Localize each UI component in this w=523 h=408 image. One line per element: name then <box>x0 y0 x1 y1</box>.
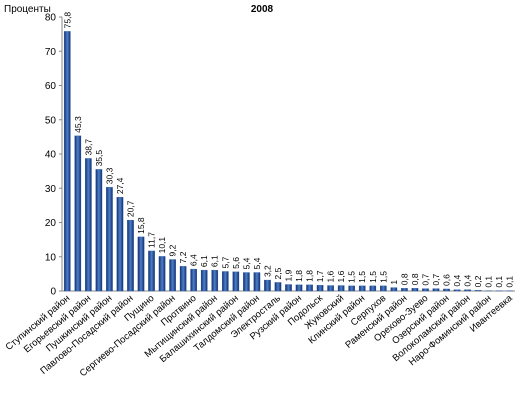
bar <box>211 269 219 292</box>
bar <box>200 269 208 292</box>
value-label: 6,4 <box>189 254 199 266</box>
value-label: 0,1 <box>484 276 494 288</box>
bar <box>327 285 334 292</box>
bar <box>264 279 271 292</box>
bar <box>443 288 450 292</box>
bar <box>369 285 377 292</box>
bar <box>221 271 229 292</box>
bar <box>85 158 92 292</box>
y-tick-label: 60 <box>45 81 57 92</box>
value-label: 1,9 <box>284 269 294 281</box>
value-label: 15,8 <box>136 217 146 234</box>
bar <box>190 268 197 292</box>
bar <box>127 219 134 292</box>
value-label: 27,4 <box>115 177 125 194</box>
value-label: 35,5 <box>94 150 104 167</box>
value-label: 0,1 <box>494 276 504 288</box>
value-label: 1,5 <box>347 271 357 283</box>
y-tick-label: 50 <box>45 115 57 126</box>
bar <box>306 284 313 292</box>
value-label: 5,4 <box>241 257 251 269</box>
bar <box>380 285 387 292</box>
y-tick-label: 80 <box>45 13 57 24</box>
value-label: 6,1 <box>199 255 209 267</box>
value-label: 38,7 <box>83 139 93 156</box>
value-label: 20,7 <box>125 200 135 217</box>
value-label: 1,6 <box>326 270 336 282</box>
bar <box>169 259 176 292</box>
bar <box>348 285 356 292</box>
bar <box>243 272 250 292</box>
bar <box>63 31 71 292</box>
bar <box>422 288 429 292</box>
bar <box>474 290 482 292</box>
value-label: 0,4 <box>452 275 462 287</box>
bar <box>179 266 187 292</box>
value-label: 1,7 <box>315 270 325 282</box>
bar <box>401 288 408 292</box>
value-label: 0,8 <box>410 273 420 285</box>
bar <box>274 282 282 292</box>
value-label: 1,8 <box>305 270 315 282</box>
bar <box>464 289 471 292</box>
value-label: 0,6 <box>442 274 452 286</box>
value-label: 1 <box>389 280 399 285</box>
value-label: 7,2 <box>178 251 188 263</box>
bar <box>106 187 113 292</box>
value-label: 5,4 <box>252 257 262 269</box>
value-label: 1,6 <box>336 270 346 282</box>
value-label: 5,6 <box>231 257 241 269</box>
y-tick-label: 30 <box>45 184 57 195</box>
value-label: 6,1 <box>210 255 220 267</box>
value-label: 1,5 <box>357 271 367 283</box>
bar <box>285 284 292 292</box>
value-label: 10,1 <box>157 237 167 254</box>
y-tick-label: 10 <box>45 252 57 263</box>
bar <box>432 288 440 292</box>
value-label: 11,7 <box>147 232 157 248</box>
value-label: 0,2 <box>473 275 483 287</box>
value-label: 0,1 <box>505 276 515 288</box>
y-axis-label: Проценты <box>4 4 51 15</box>
value-label: 0,4 <box>463 275 473 287</box>
value-label: 0,7 <box>431 274 441 286</box>
y-tick-label: 70 <box>45 47 57 58</box>
value-label: 5,7 <box>220 256 230 268</box>
value-label: 0,7 <box>420 274 430 286</box>
value-label: 30,3 <box>104 167 114 184</box>
y-tick-label: 20 <box>45 218 57 229</box>
chart-title: 2008 <box>251 4 274 15</box>
bar <box>295 284 303 292</box>
value-label: 9,2 <box>168 244 178 256</box>
bar <box>411 288 419 292</box>
y-tick-label: 0 <box>50 287 56 298</box>
bar <box>116 197 124 292</box>
value-label: 75,8 <box>62 12 72 29</box>
value-label: 3,2 <box>262 265 272 277</box>
value-label: 1,5 <box>378 271 388 283</box>
bar <box>232 271 240 292</box>
bar <box>453 289 461 292</box>
bar <box>253 272 261 292</box>
bar <box>148 250 155 292</box>
bar <box>95 169 103 292</box>
value-label: 1,5 <box>368 271 378 283</box>
y-tick-label: 40 <box>45 150 57 161</box>
bar <box>74 135 82 292</box>
value-label: 0,8 <box>399 273 409 285</box>
value-label: 2,5 <box>273 267 283 279</box>
bar <box>390 287 398 292</box>
bar <box>337 285 345 292</box>
value-label: 45,3 <box>73 116 83 133</box>
bar <box>316 285 324 292</box>
bar <box>158 256 166 292</box>
value-label: 1,8 <box>294 270 304 282</box>
bar <box>137 236 145 292</box>
bar <box>358 285 366 292</box>
